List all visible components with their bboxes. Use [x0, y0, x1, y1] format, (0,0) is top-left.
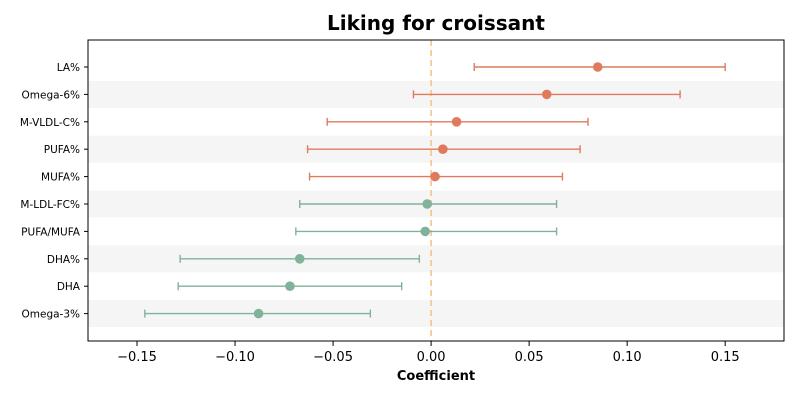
x-tick-label: 0.10: [613, 350, 642, 365]
x-tick-label: −0.05: [313, 350, 353, 365]
estimate-point: [430, 171, 440, 182]
y-axis: LA% Omega-6% M-VLDL-C% PUFA% MUFA% M-LDL-FC% P…: [20, 62, 88, 321]
x-tick-label: 0.00: [417, 350, 446, 365]
x-tick-label: 0.05: [515, 350, 544, 365]
plot-frame: [87, 39, 785, 342]
estimate-point: [285, 281, 295, 292]
y-tick-label: DHA%: [47, 254, 80, 266]
y-tick-label: PUFA%: [44, 144, 80, 156]
y-tick-label: Omega-6%: [22, 89, 81, 101]
estimate-point: [592, 62, 603, 72]
y-tick-label: LA%: [57, 62, 80, 74]
y-tick-label: PUFA/MUFA: [21, 226, 81, 238]
estimate-point: [438, 144, 448, 154]
x-axis-label: Coefficient: [397, 369, 475, 384]
y-tick-label: DHA: [57, 281, 81, 293]
y-tick-label: M-VLDL-C%: [20, 117, 80, 129]
estimate-point: [451, 117, 462, 127]
estimate-point: [420, 226, 431, 237]
y-tick-label: MUFA%: [41, 172, 80, 184]
x-tick-label: −0.15: [117, 350, 157, 365]
estimate-point: [422, 199, 432, 209]
estimate-point: [253, 308, 264, 319]
x-tick-label: 0.15: [711, 350, 740, 365]
estimate-point: [294, 253, 305, 264]
chart-title: Liking for croissant: [327, 11, 545, 35]
x-axis: −0.15 −0.10 −0.05 0.00 0.05 0.10 0.15: [117, 341, 740, 365]
x-tick-label: −0.10: [215, 350, 255, 365]
estimate-point: [541, 89, 552, 100]
y-tick-label: M-LDL-FC%: [20, 199, 80, 211]
estimate-marks: [144, 62, 726, 319]
y-tick-label: Omega-3%: [22, 309, 81, 321]
